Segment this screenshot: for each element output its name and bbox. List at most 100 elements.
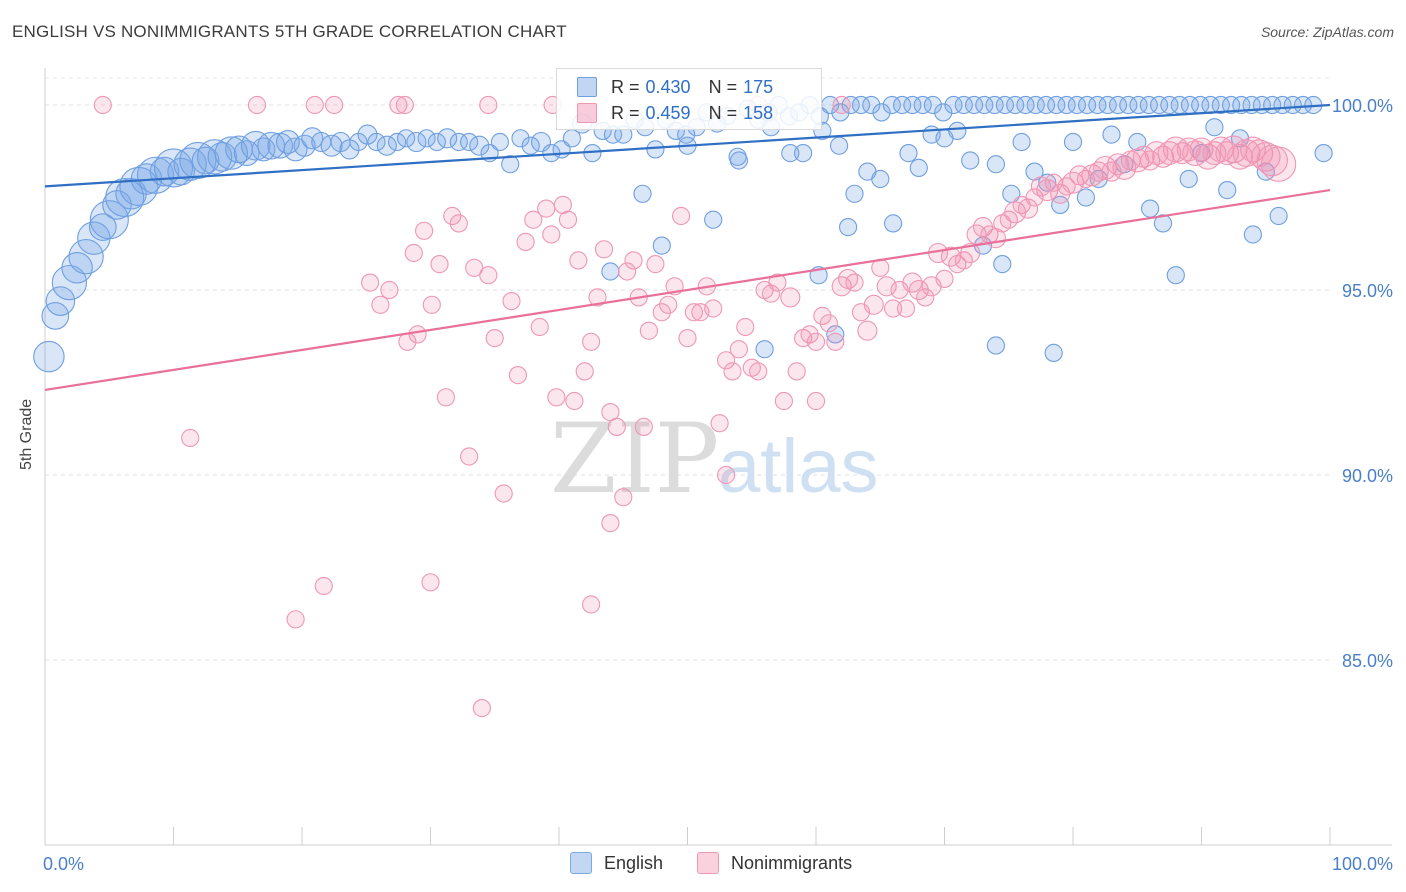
nonimmigrant-point [806, 332, 826, 351]
nonimmigrant-point [524, 210, 543, 229]
y-tick-label: 85.0% [1342, 651, 1393, 671]
y-tick-label: 95.0% [1342, 281, 1393, 301]
english-point [944, 95, 963, 115]
english-point [862, 95, 881, 115]
english-point [1088, 95, 1107, 115]
english-point [986, 155, 1006, 174]
english-point [1221, 95, 1241, 115]
nonimmigrant-point [845, 273, 864, 292]
nonimmigrant-point [305, 95, 324, 115]
nonimmigrant-point [421, 573, 440, 592]
nonimmigrant-point [408, 325, 427, 344]
nonimmigrant-point [704, 299, 723, 318]
nonimmigrant-point [646, 255, 665, 274]
r-label: R = [611, 102, 640, 123]
nonimmigrant-point [575, 362, 594, 381]
legend-item-english[interactable]: English [570, 852, 663, 874]
english-point [89, 200, 129, 240]
english-point [961, 151, 980, 170]
nonimmigrant-point [607, 417, 626, 437]
english-point [1025, 162, 1044, 181]
nonimmigrant-point [716, 465, 736, 485]
nonimmigrant-point [960, 242, 981, 264]
n-label: N = [708, 102, 738, 123]
english-point [923, 95, 943, 115]
nonimmigrant-point [800, 325, 819, 344]
english-point [1218, 181, 1237, 200]
legend-item-nonimmigrants[interactable]: Nonimmigrants [697, 852, 852, 874]
english-point [1211, 95, 1230, 115]
english-point [964, 95, 984, 115]
trend-lines [44, 103, 1331, 391]
english-point [511, 129, 530, 148]
n-value-nonimmigrants: 158 [743, 102, 774, 123]
nonimmigrant-point [671, 206, 691, 226]
nonimmigrant-point [723, 362, 742, 381]
nonimmigrant-point [999, 210, 1018, 229]
nonimmigrant-point [395, 95, 414, 115]
english-point [986, 336, 1006, 355]
nonimmigrant-point [502, 292, 521, 311]
nonimmigrant-point [916, 288, 935, 307]
english-point [601, 262, 620, 281]
nonimmigrant-point [530, 317, 549, 337]
legend-swatch-english [577, 77, 597, 97]
nonimmigrant-point [736, 317, 755, 337]
nonimmigrant-point [787, 362, 806, 381]
english-point [729, 151, 749, 170]
english-point [1153, 214, 1173, 233]
nonimmigrant-point [634, 417, 653, 437]
nonimmigrant-point [325, 95, 344, 115]
nonimmigrant-point [678, 329, 697, 348]
english-point [51, 264, 88, 301]
english-point [652, 236, 671, 255]
nonimmigrant-point [813, 306, 832, 326]
english-point [838, 218, 858, 237]
english-point [214, 136, 249, 170]
english-point [913, 95, 932, 115]
english-point [501, 155, 520, 174]
nonimmigrant-point [93, 95, 112, 115]
nonimmigrant-point [768, 273, 787, 292]
nonimmigrant-point [569, 251, 588, 270]
nonimmigrant-point [247, 95, 267, 115]
legend-label-nonimmigrants: Nonimmigrants [731, 852, 853, 873]
legend-label-english: English [604, 852, 664, 873]
nonimmigrant-point [1260, 146, 1297, 182]
english-point [1067, 95, 1086, 115]
english-point [1051, 195, 1070, 214]
nonimmigrant-point [479, 266, 498, 285]
english-point [1077, 95, 1097, 115]
nonimmigrant-point [614, 488, 633, 507]
nonimmigrant-point [883, 299, 903, 318]
english-point [376, 135, 397, 156]
legend-row-nonimmigrants: R = 0.459 N = 158 [577, 101, 773, 125]
nonimmigrant-point [1215, 141, 1240, 166]
nonimmigrant-point [465, 258, 484, 277]
nonimmigrant-point [565, 391, 584, 411]
nonimmigrant-point [780, 287, 801, 308]
nonimmigrant-point [1256, 144, 1288, 177]
nonimmigrant-point [449, 214, 468, 233]
english-point [1314, 144, 1333, 163]
english-point [1063, 132, 1083, 152]
legend-swatch-nonimmigrants [697, 852, 720, 874]
english-point [417, 129, 436, 148]
english-point [275, 130, 300, 154]
english-point [781, 144, 800, 163]
nonimmigrant-point [588, 288, 607, 307]
axes [44, 68, 1392, 846]
english-point [1119, 95, 1138, 115]
nonimmigrant-point [624, 251, 643, 270]
english-point [704, 210, 723, 229]
chart-title: ENGLISH VS NONIMMIGRANTS 5TH GRADE CORRE… [12, 22, 567, 41]
x-tick-label: 100.0% [1332, 854, 1393, 874]
nonimmigrant-point [389, 95, 408, 115]
nonimmigrant-point [806, 391, 826, 411]
english-point [33, 340, 65, 373]
english-point [1179, 169, 1198, 189]
nonimmigrant-point [710, 414, 729, 433]
nonimmigrant-point [896, 299, 916, 318]
nonimmigrant-point [581, 332, 601, 351]
